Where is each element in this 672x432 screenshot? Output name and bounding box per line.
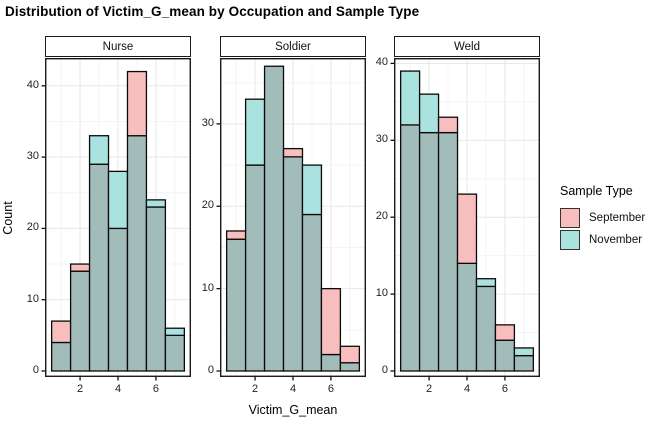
y-tick-label: 0: [381, 364, 388, 376]
y-tick-label: 20: [375, 210, 388, 223]
histogram-bar-september: [225, 230, 247, 240]
histogram-bar-overlap: [456, 262, 478, 372]
histogram-bar-overlap: [107, 227, 129, 372]
y-tick-label: 10: [26, 292, 39, 305]
histogram-bar-overlap: [494, 339, 516, 372]
histogram-bar-november: [145, 199, 167, 208]
histogram-bar-september: [339, 345, 361, 364]
histogram-bar-overlap: [399, 124, 421, 372]
legend-swatch-november: [560, 230, 580, 250]
facet-strip-nurse: Nurse: [45, 36, 191, 57]
y-tick-label: 30: [26, 150, 39, 163]
histogram-bar-september: [494, 324, 516, 341]
histogram-bar-overlap: [339, 362, 361, 372]
histogram-bar-september: [282, 147, 304, 158]
histogram-bar-overlap: [225, 238, 247, 372]
x-tick-label: 4: [114, 383, 122, 395]
histogram-bar-overlap: [263, 65, 285, 372]
histogram-bar-november: [399, 70, 421, 126]
histogram-bar-november: [164, 327, 186, 337]
histogram-bar-overlap: [437, 131, 459, 372]
legend-swatch-september: [560, 208, 580, 228]
histogram-bar-november: [88, 135, 110, 165]
histogram-bar-september: [69, 263, 91, 272]
facet-strip-weld: Weld: [394, 36, 540, 57]
x-tick-label: 2: [77, 383, 84, 395]
histogram-bar-november: [513, 347, 535, 357]
legend-item-november: November: [556, 229, 668, 251]
legend: Sample Type September November: [556, 184, 668, 251]
legend-item-september: September: [556, 207, 668, 229]
y-tick-label: 0: [32, 364, 39, 376]
histogram-bar-overlap: [145, 206, 167, 372]
legend-title: Sample Type: [560, 184, 633, 198]
histogram-bar-overlap: [301, 213, 323, 372]
histogram-bar-september: [456, 193, 478, 264]
histogram-bar-september: [437, 116, 459, 134]
y-tick-label: 40: [375, 56, 388, 69]
legend-item-label: September: [589, 212, 646, 224]
x-tick-label: 4: [463, 383, 471, 395]
facet-panel-weld: [390, 57, 541, 381]
y-tick-label: 40: [26, 78, 39, 91]
facet-panel-nurse: [41, 57, 192, 381]
histogram-bar-november: [244, 98, 266, 166]
panel-border: [393, 57, 541, 378]
histogram-bar-overlap: [320, 353, 342, 372]
facet-strip-soldier: Soldier: [220, 36, 366, 57]
y-tick-label: 30: [375, 133, 388, 146]
legend-items: September November: [556, 207, 668, 251]
histogram-bar-overlap: [475, 285, 497, 372]
histogram-bar-overlap: [513, 354, 535, 372]
histogram-bar-overlap: [50, 341, 72, 372]
histogram-bar-overlap: [282, 156, 304, 372]
histogram-bar-november: [107, 170, 129, 230]
histogram-bar-september: [126, 70, 148, 137]
histogram-bar-overlap: [69, 270, 91, 372]
x-tick-label: 6: [501, 383, 508, 395]
x-tick-label: 6: [152, 383, 159, 395]
histogram-bar-november: [475, 278, 497, 288]
panel-border: [219, 57, 367, 378]
histogram-bar-november: [418, 93, 440, 134]
chart-title: Distribution of Victim_G_mean by Occupat…: [5, 4, 420, 19]
facet-panel-soldier: [216, 57, 367, 381]
x-tick-label: 2: [426, 383, 433, 395]
y-tick-label: 30: [201, 116, 214, 129]
histogram-bar-overlap: [88, 163, 110, 372]
y-tick-label: 10: [375, 287, 388, 300]
y-tick-label: 10: [201, 281, 214, 294]
panel-border: [44, 57, 192, 378]
legend-item-label: November: [589, 234, 643, 246]
histogram-bar-overlap: [418, 131, 440, 372]
x-axis-title: Victim_G_mean: [248, 403, 338, 417]
histogram-bar-overlap: [244, 164, 266, 372]
y-tick-label: 20: [26, 221, 39, 234]
histogram-bar-overlap: [126, 135, 148, 372]
x-tick-label: 2: [252, 383, 259, 395]
x-tick-label: 4: [289, 383, 297, 395]
x-tick-label: 6: [327, 383, 334, 395]
y-axis-title: Count: [1, 201, 15, 235]
y-tick-label: 0: [207, 364, 214, 376]
histogram-bar-september: [50, 320, 72, 344]
histogram-bar-september: [320, 287, 342, 356]
histogram-bar-november: [301, 164, 323, 216]
histogram-bar-overlap: [164, 334, 186, 372]
y-tick-label: 20: [201, 199, 214, 212]
